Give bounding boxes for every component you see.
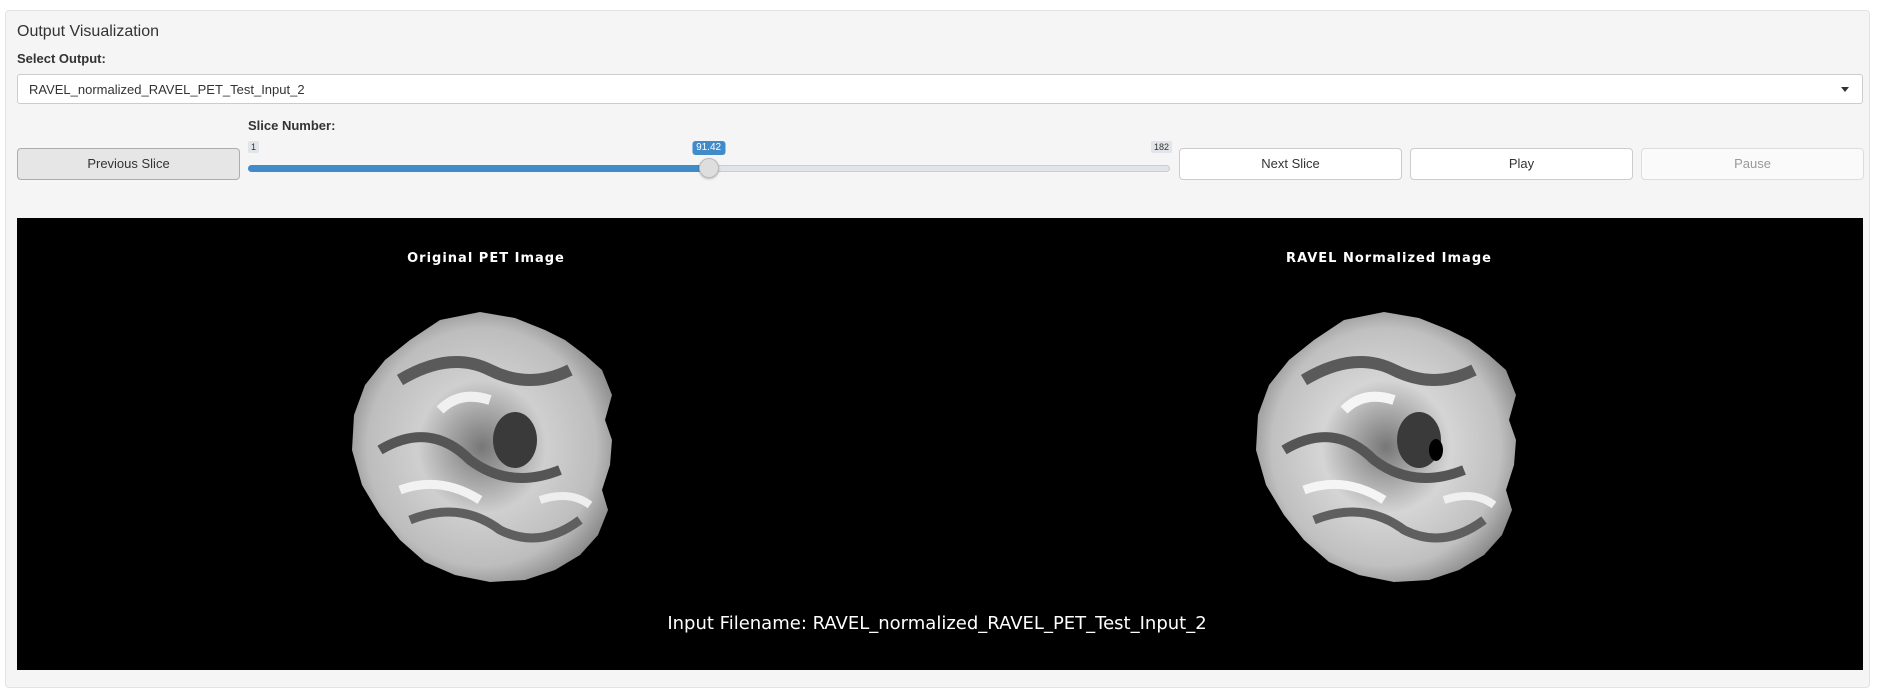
select-output-dropdown[interactable]: RAVEL_normalized_RAVEL_PET_Test_Input_2 — [17, 74, 1863, 104]
slice-number-label: Slice Number: — [248, 118, 336, 133]
image-viewer — [17, 218, 1863, 670]
input-filename-caption: Input Filename: RAVEL_normalized_RAVEL_P… — [667, 613, 1207, 634]
normalized-image-title: RAVEL Normalized Image — [1286, 251, 1492, 266]
select-output-value: RAVEL_normalized_RAVEL_PET_Test_Input_2 — [29, 82, 305, 97]
slice-slider-handle[interactable] — [698, 158, 719, 178]
chevron-down-icon — [1841, 87, 1849, 92]
pause-button[interactable]: Pause — [1641, 148, 1864, 180]
select-output-label: Select Output: — [17, 51, 106, 66]
slider-min-label: 1 — [248, 141, 260, 153]
slider-value-label: 91.42 — [692, 141, 726, 155]
slice-slider-fill — [248, 165, 709, 172]
ravel-normalized-image — [1256, 312, 1516, 582]
play-button[interactable]: Play — [1410, 148, 1633, 180]
panel-title: Output Visualization — [17, 23, 160, 40]
original-pet-image — [352, 312, 612, 582]
original-image-title: Original PET Image — [407, 251, 565, 266]
slider-max-label: 182 — [1151, 141, 1173, 153]
previous-slice-button[interactable]: Previous Slice — [17, 148, 240, 180]
next-slice-button[interactable]: Next Slice — [1179, 148, 1402, 180]
